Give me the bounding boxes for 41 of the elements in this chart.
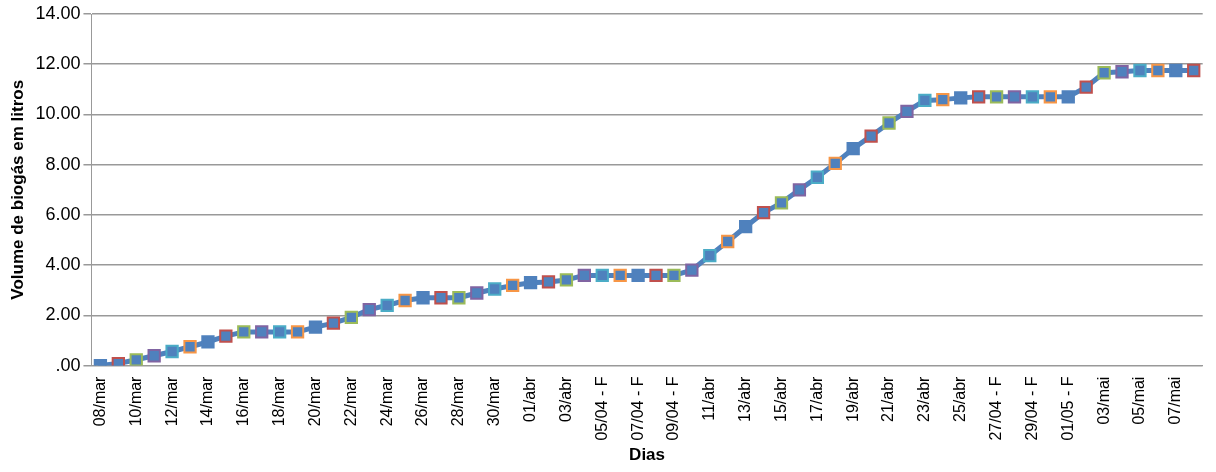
- y-tick-label: .00: [55, 354, 81, 375]
- x-tick-label: 27/04 - F: [986, 376, 1004, 441]
- y-tick-label: 2.00: [45, 304, 81, 325]
- x-tick-label: 16/mar: [234, 375, 252, 427]
- x-tick-label: 22/mar: [341, 375, 359, 427]
- y-tick-label: 8.00: [45, 153, 81, 174]
- y-tick-label: 12.00: [35, 53, 81, 74]
- x-tick-label: 11/abr: [700, 375, 718, 421]
- x-tick-label: 12/mar: [162, 375, 180, 427]
- x-tick-label: 14/mar: [198, 375, 216, 427]
- x-tick-label: 25/abr: [951, 375, 969, 422]
- x-tick-label: 28/mar: [449, 375, 467, 427]
- x-tick-label: 23/abr: [915, 375, 933, 422]
- x-tick-label: 18/mar: [270, 375, 288, 427]
- x-tick-label: 15/abr: [771, 375, 789, 422]
- x-axis-title: Dias: [629, 445, 666, 465]
- y-tick-label: 14.00: [35, 2, 81, 23]
- y-tick-label: 4.00: [45, 254, 81, 275]
- x-tick-label: 21/abr: [879, 375, 897, 422]
- x-tick-label: 07/04 - F: [628, 376, 646, 441]
- x-tick-label: 01/05 - F: [1058, 376, 1076, 441]
- x-tick-label: 07/mai: [1166, 376, 1184, 425]
- x-tick-label: 17/abr: [807, 375, 825, 422]
- x-tick-label: 03/mai: [1094, 376, 1112, 425]
- x-tick-label: 09/04 - F: [664, 376, 682, 441]
- x-tick-label: 10/mar: [126, 375, 144, 427]
- y-tick-label: 6.00: [45, 203, 81, 224]
- x-tick-label: 08/mar: [90, 375, 108, 427]
- y-tick-label: 10.00: [35, 103, 81, 124]
- x-tick-label: 13/abr: [736, 375, 754, 422]
- x-tick-label: 03/abr: [556, 375, 574, 422]
- x-tick-label: 24/mar: [377, 375, 395, 427]
- x-tick-label: 30/mar: [485, 375, 503, 427]
- y-axis-title: Volume de biogás em litros: [7, 79, 27, 300]
- x-tick-label: 05/mai: [1130, 376, 1148, 425]
- x-tick-label: 05/04 - F: [592, 376, 610, 441]
- x-tick-label: 19/abr: [843, 375, 861, 422]
- x-tick-label: 20/mar: [305, 375, 323, 427]
- x-tick-label: 29/04 - F: [1022, 376, 1040, 441]
- x-tick-label: 01/abr: [520, 375, 538, 422]
- x-tick-label: 26/mar: [413, 375, 431, 427]
